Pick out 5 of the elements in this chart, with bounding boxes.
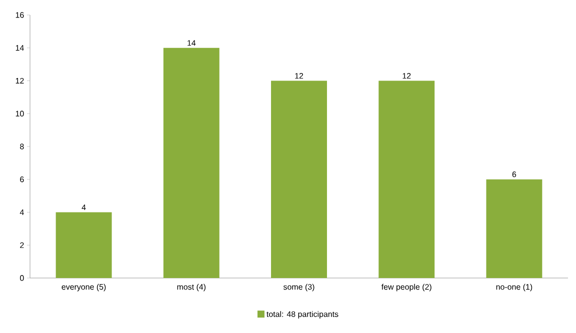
bar	[271, 80, 327, 278]
bar	[56, 212, 112, 278]
bar	[163, 48, 220, 278]
bar	[486, 179, 542, 278]
bar	[378, 80, 435, 278]
